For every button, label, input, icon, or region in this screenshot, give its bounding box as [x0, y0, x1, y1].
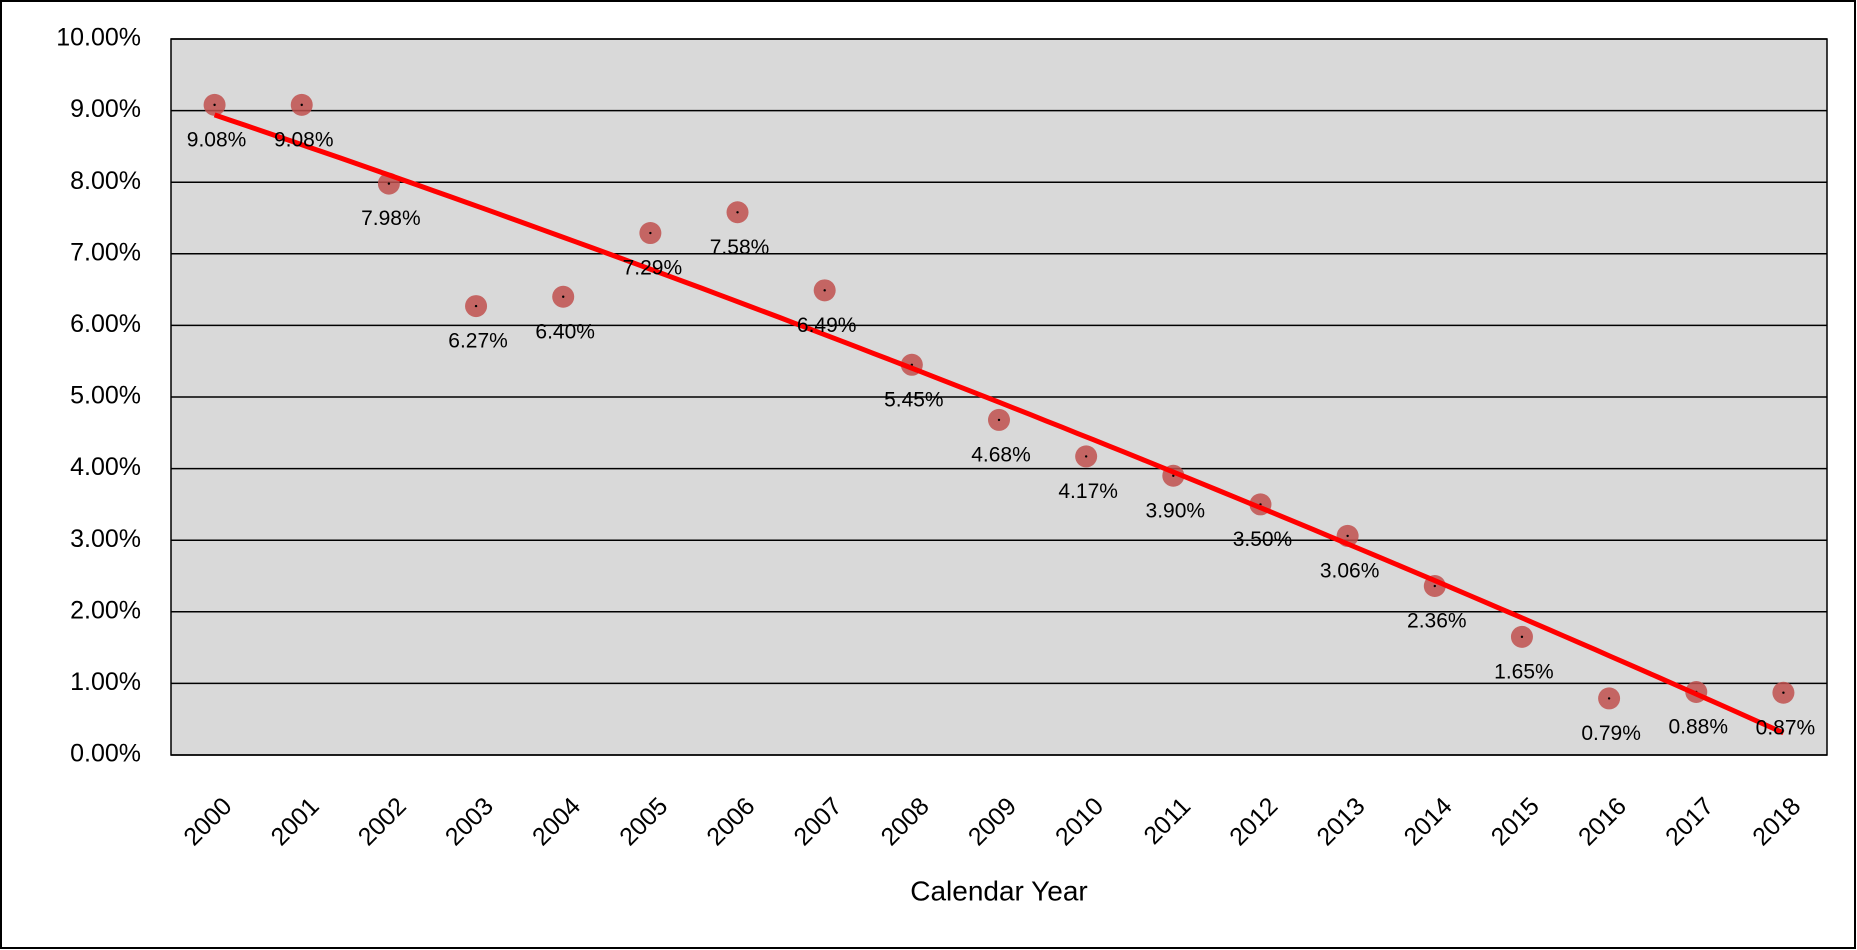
point-center	[213, 103, 216, 107]
y-tick-label: 1.00%	[70, 668, 141, 696]
data-label: 0.79%	[1581, 722, 1641, 745]
y-tick-label: 3.00%	[70, 525, 141, 553]
point-center	[387, 182, 391, 185]
point-center	[649, 231, 652, 235]
data-label: 3.06%	[1320, 559, 1380, 582]
point-center	[1782, 691, 1785, 694]
data-label: 6.49%	[797, 314, 857, 337]
data-label: 4.68%	[971, 443, 1031, 466]
y-tick-label: 8.00%	[70, 167, 141, 195]
point-center	[736, 211, 739, 214]
trendline	[213, 112, 1785, 736]
y-tick-label: 10.00%	[56, 24, 141, 52]
point-center	[997, 418, 1001, 422]
point-center	[1520, 635, 1524, 639]
point-center	[562, 295, 565, 298]
data-label: 9.08%	[274, 128, 334, 151]
data-label: 0.87%	[1756, 716, 1816, 739]
y-tick-label: 9.00%	[70, 95, 141, 123]
y-tick-label: 2.00%	[70, 596, 141, 624]
y-tick-label: 0.00%	[70, 740, 141, 768]
point-center	[1607, 697, 1611, 700]
data-label: 1.65%	[1494, 660, 1554, 683]
data-label: 3.50%	[1233, 528, 1293, 551]
data-label: 9.08%	[187, 128, 247, 151]
y-tick-label: 4.00%	[70, 453, 141, 481]
y-tick-label: 7.00%	[70, 238, 141, 266]
point-center	[1346, 534, 1349, 538]
y-tick-label: 6.00%	[70, 310, 141, 338]
point-center	[823, 289, 826, 292]
point-center	[1084, 455, 1088, 458]
point-center	[1172, 474, 1175, 477]
data-label: 7.29%	[623, 257, 683, 280]
x-axis-title: Calendar Year	[910, 875, 1087, 906]
point-center	[300, 103, 303, 107]
data-label: 5.45%	[884, 388, 944, 411]
data-label: 7.58%	[710, 236, 770, 259]
point-center	[1433, 584, 1436, 588]
data-label: 6.27%	[448, 330, 508, 353]
data-label: 0.88%	[1668, 716, 1728, 739]
data-label: 4.17%	[1058, 480, 1118, 503]
data-label: 3.90%	[1146, 499, 1206, 522]
point-center	[474, 304, 478, 308]
y-tick-label: 5.00%	[70, 382, 141, 410]
data-label: 7.98%	[361, 207, 421, 230]
data-label: 2.36%	[1407, 610, 1467, 633]
data-label: 6.40%	[535, 320, 595, 343]
